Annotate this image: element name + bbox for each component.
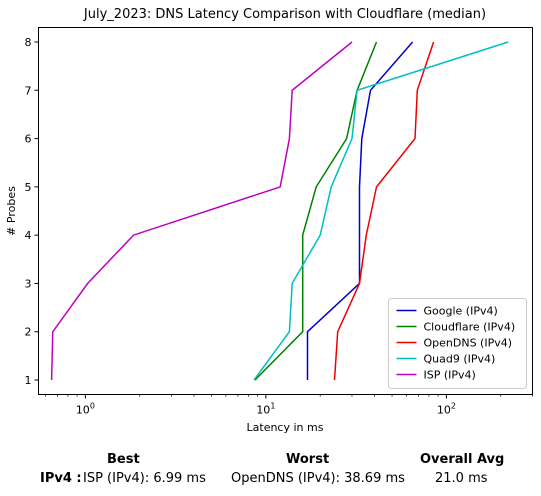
y-axis-label: # Probes xyxy=(5,186,18,236)
legend-label-4: ISP (IPv4) xyxy=(424,369,476,382)
y-tick-label: 1 xyxy=(25,374,32,387)
legend-label-2: OpenDNS (IPv4) xyxy=(424,337,513,350)
overall-avg-value: 21.0 ms xyxy=(435,471,488,486)
legend-label-0: Google (IPv4) xyxy=(424,305,498,318)
y-tick-label: 4 xyxy=(25,229,32,242)
x-axis-label: Latency in ms xyxy=(247,421,324,434)
best-value: ISP (IPv4): 6.99 ms xyxy=(83,471,206,486)
worst-value: OpenDNS (IPv4): 38.69 ms xyxy=(231,471,405,486)
legend-box xyxy=(388,298,527,389)
x-tick-label: 101 xyxy=(256,402,275,417)
overall-avg-header: Overall Avg xyxy=(420,452,505,467)
legend-label-3: Quad9 (IPv4) xyxy=(424,353,496,366)
x-tick-label: 102 xyxy=(437,402,456,417)
ipv4-row-label: IPv4 : xyxy=(40,471,82,486)
y-tick-label: 8 xyxy=(25,36,32,49)
series-line-1 xyxy=(254,41,378,381)
legend: Google (IPv4) Cloudflare (IPv4) OpenDNS (I… xyxy=(388,298,527,389)
y-tick-label: 7 xyxy=(25,84,32,97)
legend-label-1: Cloudflare (IPv4) xyxy=(424,321,516,334)
y-tick-label: 3 xyxy=(25,277,32,290)
worst-header: Worst xyxy=(286,452,330,467)
chart-title: July_2023: DNS Latency Comparison with C… xyxy=(83,7,486,22)
summary-table: Best Worst Overall Avg IPv4 : ISP (IPv4)… xyxy=(0,448,541,496)
series-line-0 xyxy=(306,41,414,380)
y-tick-label: 5 xyxy=(25,181,32,194)
y-tick-label: 6 xyxy=(25,133,32,146)
y-tick-label: 2 xyxy=(25,326,32,339)
chart: July_2023: DNS Latency Comparison with C… xyxy=(5,7,533,434)
series-line-4 xyxy=(50,41,353,381)
plot-frame xyxy=(38,27,533,395)
x-tick-label: 100 xyxy=(76,402,95,417)
best-header: Best xyxy=(107,452,140,467)
series-line-3 xyxy=(253,41,509,381)
series-line-2 xyxy=(333,41,435,381)
